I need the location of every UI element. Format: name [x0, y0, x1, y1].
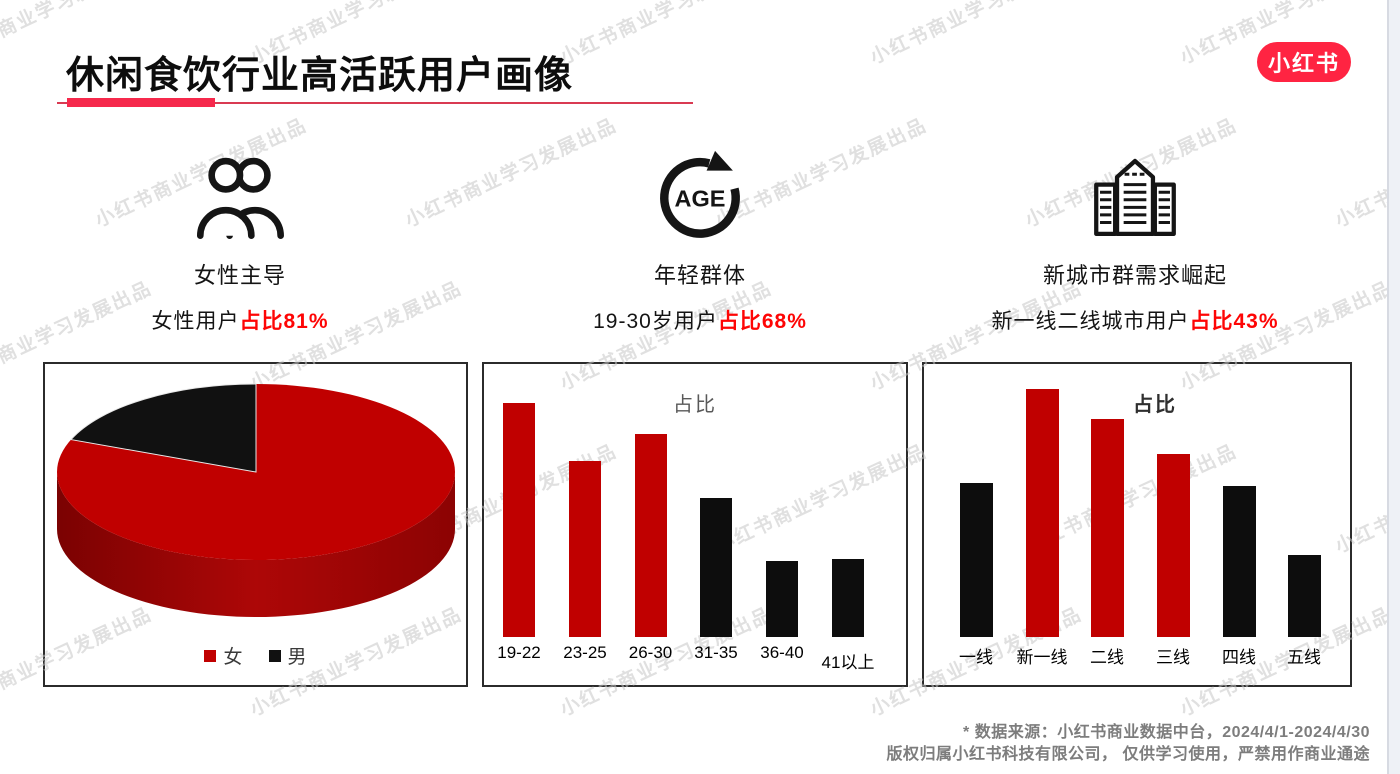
pie-side-face	[57, 472, 455, 617]
stat-accent: 占比81%	[239, 310, 329, 333]
xiaohongshu-logo: 小红书	[1257, 42, 1351, 82]
bar-一线	[959, 483, 993, 637]
city-bar-chart-panel: 占比 一线 新一线 二线 三线 四线 五线	[922, 362, 1352, 687]
axis-label-19-22: 19-22	[497, 643, 541, 662]
footer-source-line: * 数据来源：小红书商业数据中台，2024/4/1-2024/4/30	[963, 724, 1370, 741]
age-cycle-icon: AGE	[530, 148, 870, 244]
legend-label: 男	[287, 647, 307, 668]
window-edge-scrollbar	[1387, 0, 1400, 774]
gender-pie-chart	[57, 383, 455, 617]
axis-label-41以上: 41以上	[821, 653, 875, 672]
bar-四线	[1222, 486, 1256, 637]
bar-二线	[1090, 419, 1124, 637]
age-axis-labels: 19-22 23-25 26-30 31-35 36-40 41以上	[484, 643, 906, 673]
stat-accent: 占比43%	[1189, 310, 1279, 333]
stat-desc: 19-30岁用户	[593, 310, 718, 333]
legend-item-女: 女	[204, 642, 243, 669]
bar-26-30	[634, 434, 667, 637]
stat-desc: 新一线二线城市用户	[991, 310, 1190, 333]
stat-city: 新城市群需求崛起 新一线二线城市用户占比43%	[965, 148, 1305, 335]
stat-line: 19-30岁用户占比68%	[530, 305, 870, 335]
gender-pie-chart-panel: 女男	[43, 362, 468, 687]
stat-heading: 女性主导	[193, 263, 286, 288]
chart-title: 占比	[673, 394, 717, 416]
page-title: 休闲食饮行业高活跃用户画像	[66, 55, 574, 97]
axis-label-31-35: 31-35	[694, 643, 738, 662]
stat-heading: 年轻群体	[653, 263, 746, 288]
watermark-text: 小红书商业学习发展出品	[867, 0, 1086, 69]
axis-label-26-30: 26-30	[628, 643, 673, 662]
axis-label-三线: 三线	[1156, 648, 1190, 667]
bar-36-40	[766, 561, 798, 637]
axis-label-一线: 一线	[959, 648, 993, 667]
svg-text:AGE: AGE	[675, 185, 726, 211]
axis-label-23-25: 23-25	[563, 643, 607, 662]
city-axis-labels: 一线 新一线 二线 三线 四线 五线	[924, 643, 1350, 673]
bar-23-25	[569, 461, 601, 637]
two-users-icon	[70, 148, 410, 244]
age-bar-chart-panel: 占比 19-22 23-25 26-30 31-35 36-40 41以上	[482, 362, 908, 687]
pie-slice-male	[70, 383, 257, 473]
title-underline-thin	[57, 102, 693, 104]
stat-desc: 女性用户	[151, 310, 240, 333]
bar-19-22	[503, 403, 535, 637]
stat-line: 新一线二线城市用户占比43%	[965, 305, 1305, 335]
watermark-text: 小红书商业学习发展出品	[557, 0, 776, 69]
axis-label-36-40: 36-40	[760, 643, 804, 662]
legend-swatch	[268, 649, 281, 662]
stat-accent: 占比68%	[717, 310, 807, 333]
legend-item-男: 男	[268, 642, 307, 669]
axis-label-五线: 五线	[1287, 648, 1321, 667]
stat-line: 女性用户占比81%	[70, 305, 410, 335]
axis-label-二线: 二线	[1090, 648, 1124, 667]
stat-female: 女性主导 女性用户占比81%	[70, 148, 410, 335]
city-bars	[924, 364, 1350, 637]
age-bars	[484, 364, 906, 637]
title-underline-thick	[67, 98, 215, 107]
bar-41以上	[832, 559, 864, 637]
pie-legend: 女男	[45, 642, 466, 669]
footer-copyright-line: 版权归属小红书科技有限公司， 仅供学习使用，严禁用作商业通途	[886, 746, 1370, 763]
legend-swatch	[204, 649, 217, 662]
axis-label-四线: 四线	[1222, 648, 1256, 667]
stat-heading: 新城市群需求崛起	[1042, 263, 1227, 288]
stat-age: AGE 年轻群体 19-30岁用户占比68%	[530, 148, 870, 335]
axis-label-新一线: 新一线	[1016, 648, 1068, 667]
chart-title: 占比	[1133, 394, 1177, 416]
bar-新一线	[1025, 389, 1059, 637]
city-buildings-icon	[965, 148, 1305, 244]
footer: * 数据来源：小红书商业数据中台，2024/4/1-2024/4/30 版权归属…	[887, 722, 1370, 766]
bar-31-35	[700, 498, 732, 637]
legend-label: 女	[223, 647, 243, 668]
bar-五线	[1287, 555, 1321, 637]
logo-text: 小红书	[1267, 51, 1340, 76]
bar-三线	[1156, 454, 1190, 637]
